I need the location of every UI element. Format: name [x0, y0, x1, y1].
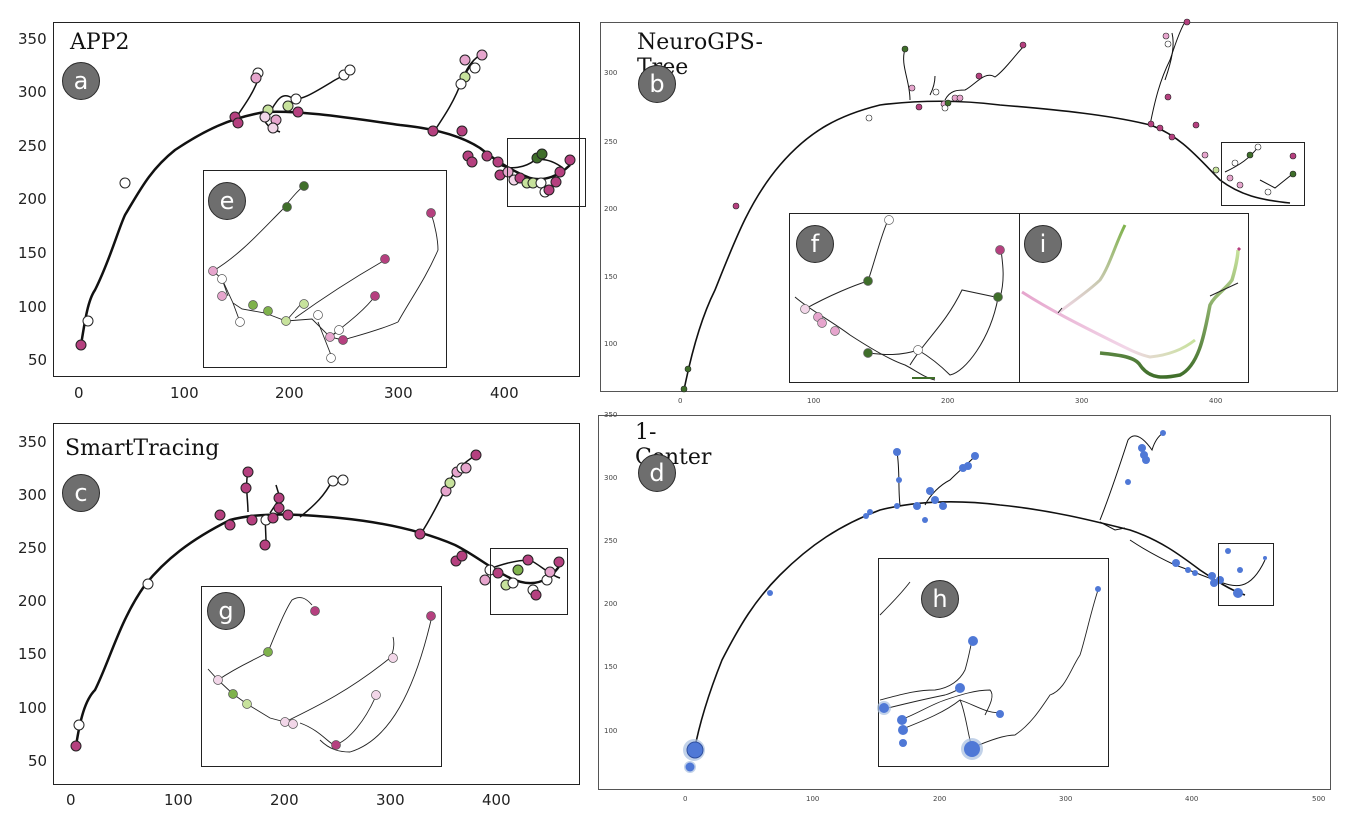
xtick-c-400: 400 [482, 791, 511, 809]
xtick-a-300: 300 [384, 384, 413, 402]
badge-f: f [796, 225, 834, 263]
xtick-b-100: 100 [807, 397, 821, 405]
xtick-d-100: 100 [806, 795, 820, 803]
xtick-a-400: 400 [490, 384, 519, 402]
badge-e: e [208, 182, 246, 220]
badge-a: a [62, 62, 100, 100]
ytick-c-350: 350 [18, 433, 47, 451]
xtick-a-0: 0 [74, 384, 84, 402]
badge-d: d [638, 454, 676, 492]
ytick-d-250: 250 [604, 537, 618, 545]
ytick-c-200: 200 [18, 592, 47, 610]
ytick-a-350: 350 [18, 30, 47, 48]
ytick-b-100: 100 [604, 340, 618, 348]
ytick-c-300: 300 [18, 486, 47, 504]
ytick-c-50: 50 [28, 752, 48, 770]
xtick-a-200: 200 [275, 384, 304, 402]
xtick-b-0: 0 [678, 397, 683, 405]
badge-i: i [1024, 225, 1062, 263]
panel-title-c: SmartTracing [65, 436, 220, 461]
xtick-d-400: 400 [1185, 795, 1199, 803]
ytick-a-300: 300 [18, 83, 47, 101]
ytick-d-150: 150 [604, 663, 618, 671]
zoom-box-b [1221, 142, 1305, 206]
ytick-d-100: 100 [604, 727, 618, 735]
xtick-d-0: 0 [683, 795, 688, 803]
ytick-b-200: 200 [604, 205, 618, 213]
badge-b: b [638, 65, 676, 103]
xtick-b-400: 400 [1209, 397, 1223, 405]
ytick-d-200: 200 [604, 600, 618, 608]
xtick-b-200: 200 [941, 397, 955, 405]
xtick-c-0: 0 [66, 791, 76, 809]
ytick-d-350: 350 [604, 411, 618, 419]
inset-e [203, 170, 447, 368]
ytick-a-200: 200 [18, 190, 47, 208]
ytick-c-100: 100 [18, 699, 47, 717]
ytick-d-300: 300 [604, 474, 618, 482]
inset-h [878, 558, 1109, 767]
zoom-box-a [507, 138, 586, 207]
ytick-b-150: 150 [604, 273, 618, 281]
ytick-a-100: 100 [18, 298, 47, 316]
xtick-d-500: 500 [1312, 795, 1326, 803]
xtick-c-200: 200 [270, 791, 299, 809]
xtick-c-300: 300 [376, 791, 405, 809]
badge-g: g [207, 592, 245, 630]
xtick-d-300: 300 [1059, 795, 1073, 803]
xtick-a-100: 100 [170, 384, 199, 402]
xtick-c-100: 100 [164, 791, 193, 809]
ytick-a-250: 250 [18, 137, 47, 155]
ytick-b-300: 300 [604, 69, 618, 77]
zoom-box-c [490, 548, 568, 615]
ytick-a-150: 150 [18, 244, 47, 262]
zoom-box-d [1218, 543, 1274, 606]
panel-title-a: APP2 [70, 30, 130, 55]
ytick-c-150: 150 [18, 645, 47, 663]
ytick-c-250: 250 [18, 539, 47, 557]
xtick-b-300: 300 [1075, 397, 1089, 405]
ytick-a-50: 50 [28, 351, 48, 369]
ytick-b-250: 250 [604, 138, 618, 146]
xtick-d-200: 200 [933, 795, 947, 803]
badge-h: h [921, 580, 959, 618]
badge-c: c [62, 474, 100, 512]
